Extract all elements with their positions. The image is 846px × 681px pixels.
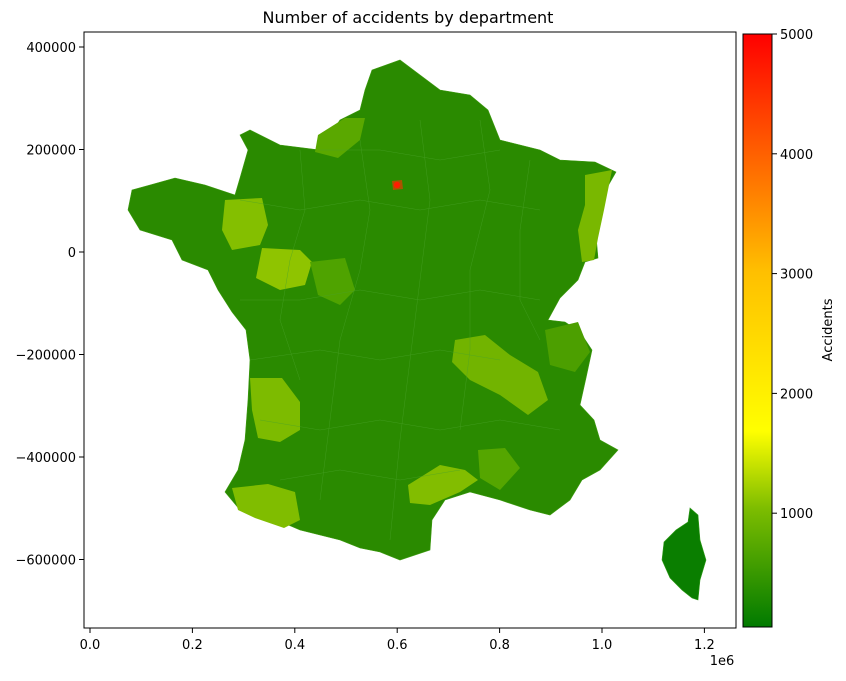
y-tick-label: −600000 (15, 554, 76, 569)
region-corsica[interactable] (661, 507, 707, 601)
region-rhone[interactable] (452, 335, 548, 415)
region-loire-atlantique[interactable] (256, 248, 312, 290)
colorbar-tick-label: 3000 (780, 268, 813, 283)
region-sarthe[interactable] (310, 258, 355, 305)
y-tick-label: 0 (68, 246, 76, 261)
region-isere[interactable] (545, 322, 590, 372)
region-paris-petite-couronne[interactable] (392, 180, 403, 190)
region-pyrenees-atlantiques[interactable] (232, 484, 300, 528)
region-gironde[interactable] (250, 378, 300, 442)
colorbar-label: Accidents (821, 298, 836, 361)
x-tick-label: 0.0 (80, 638, 101, 653)
x-tick-label: 0.2 (182, 638, 203, 653)
y-tick-label: 200000 (26, 144, 76, 159)
chart-title: Number of accidents by department (263, 8, 554, 27)
y-tick-label: −400000 (15, 451, 76, 466)
colorbar-tick-label: 4000 (780, 148, 813, 163)
colorbar-tick-label: 1000 (780, 507, 813, 522)
x-tick-label: 0.6 (387, 638, 408, 653)
colorbar-tick-label: 2000 (780, 387, 813, 402)
region-bouches-du-rhone[interactable] (408, 465, 478, 505)
colorbar-tick-label: 5000 (780, 28, 813, 43)
y-tick-label: 400000 (26, 41, 76, 56)
colorbar-axis: 1000 2000 3000 4000 5000 (772, 28, 813, 522)
region-bas-rhin[interactable] (578, 170, 612, 262)
region-gard[interactable] (478, 448, 520, 490)
x-tick-label: 0.4 (284, 638, 305, 653)
department-borders (239, 119, 561, 541)
map-layer (127, 59, 707, 601)
region-calvados[interactable] (315, 118, 365, 158)
region-ille-et-vilaine[interactable] (222, 198, 268, 250)
x-tick-label: 0.8 (489, 638, 510, 653)
y-tick-label: −200000 (15, 349, 76, 364)
x-tick-label: 1.0 (592, 638, 613, 653)
x-tick-label: 1.2 (694, 638, 715, 653)
y-axis: 400000 200000 0 −200000 −400000 −600000 (15, 41, 84, 569)
x-axis: 0.0 0.2 0.4 0.6 0.8 1.0 1.2 (80, 628, 715, 653)
colorbar (742, 33, 773, 628)
x-offset-label: 1e6 (710, 654, 735, 669)
